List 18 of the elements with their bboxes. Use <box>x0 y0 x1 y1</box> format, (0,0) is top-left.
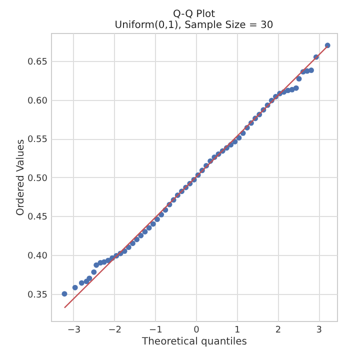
y-tick-label: 0.50 <box>27 174 48 184</box>
y-axis-title: Ordered Values <box>15 139 26 216</box>
x-tick-label: 1 <box>234 326 240 336</box>
x-tick-label: 0 <box>194 326 200 336</box>
chart-title: Q-Q Plot <box>172 9 216 20</box>
y-tick-label: 0.65 <box>27 57 48 68</box>
x-tick-label: −3 <box>67 326 81 336</box>
y-tick-label: 0.60 <box>27 96 48 106</box>
y-tick-label: 0.45 <box>27 212 48 223</box>
x-axis-title: Theoretical quantiles <box>140 336 248 348</box>
chart-subtitle: Uniform(0,1), Sample Size = 30 <box>114 20 274 31</box>
x-tick-label: 3 <box>316 326 322 336</box>
y-tick-label: 0.40 <box>27 252 48 262</box>
y-tick-label: 0.55 <box>27 135 48 146</box>
x-tick-label: −2 <box>108 326 122 336</box>
x-tick-label: −1 <box>149 326 162 336</box>
y-tick-label: 0.35 <box>27 290 48 300</box>
x-tick-label: 2 <box>275 326 282 336</box>
